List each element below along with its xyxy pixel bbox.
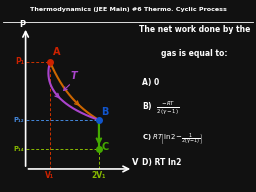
Text: V: V xyxy=(132,158,139,167)
Text: Thermodynamics (JEE Main) #6 Thermo. Cyclic Process: Thermodynamics (JEE Main) #6 Thermo. Cyc… xyxy=(29,7,227,12)
Text: C: C xyxy=(101,142,109,152)
Text: A: A xyxy=(53,47,60,57)
Text: 2V₁: 2V₁ xyxy=(92,171,106,180)
Text: P₁: P₁ xyxy=(15,57,24,66)
Text: B)  $\frac{-RT}{2(\gamma - 1)}$: B) $\frac{-RT}{2(\gamma - 1)}$ xyxy=(142,99,179,116)
Text: A) 0: A) 0 xyxy=(142,78,159,87)
Text: B: B xyxy=(101,107,109,117)
Text: C) $RT\!\left[\ln2\!-\!\frac{1}{2(\gamma\!-\!1)}\right]$: C) $RT\!\left[\ln2\!-\!\frac{1}{2(\gamma… xyxy=(142,131,203,146)
Text: P₁₄: P₁₄ xyxy=(13,146,24,152)
Text: D) RT ln2: D) RT ln2 xyxy=(142,158,181,167)
Text: T: T xyxy=(71,71,77,81)
Text: P: P xyxy=(19,20,25,29)
Text: V₁: V₁ xyxy=(45,171,55,180)
Text: P₁₂: P₁₂ xyxy=(14,117,24,123)
Text: The net work done by the: The net work done by the xyxy=(139,25,250,34)
Text: gas is equal to:: gas is equal to: xyxy=(161,49,228,58)
